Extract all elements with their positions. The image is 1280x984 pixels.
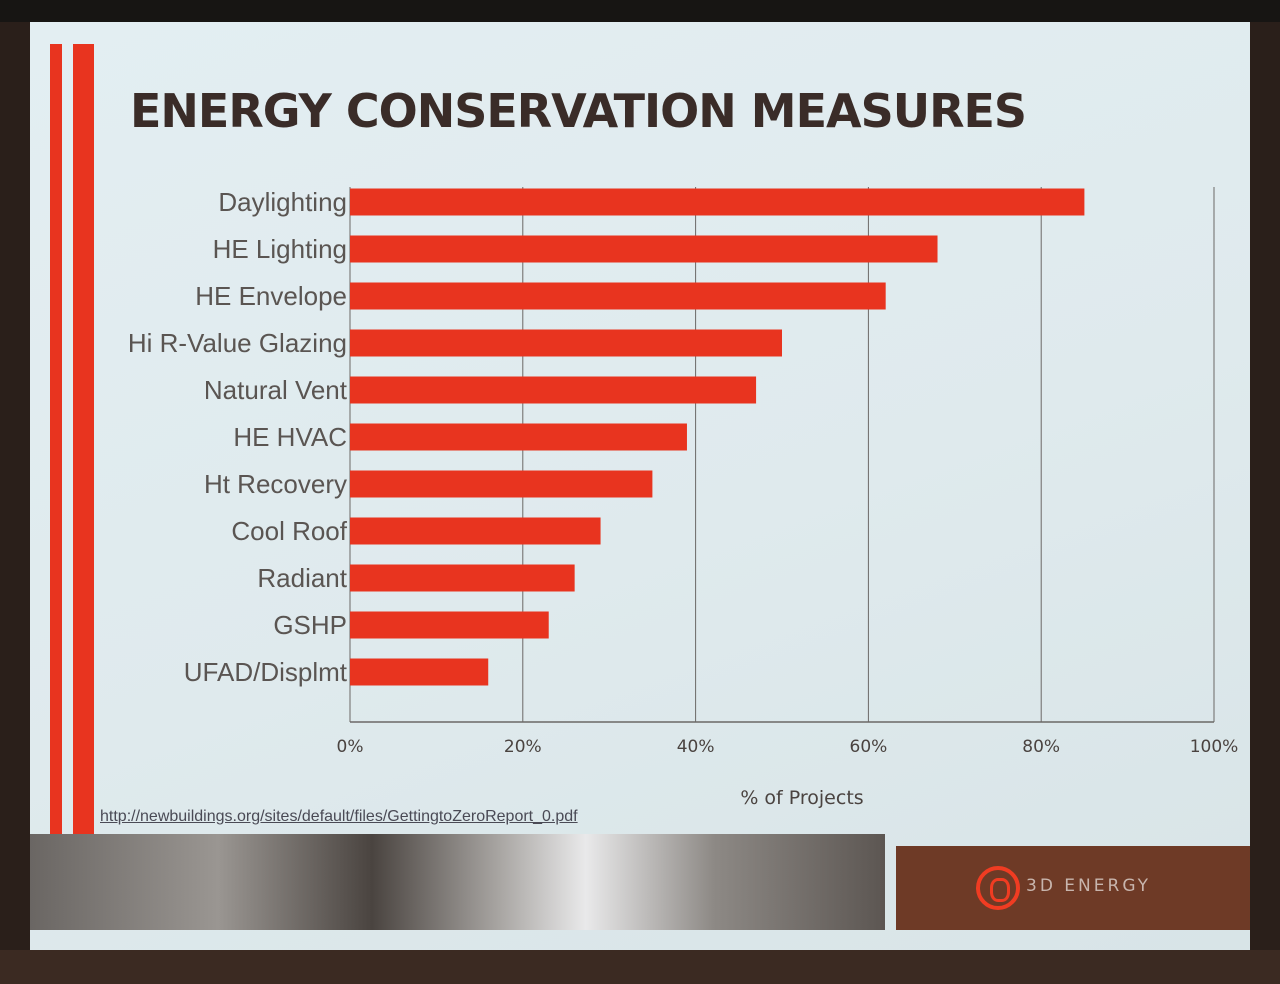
x-tick-label: 40% (677, 737, 715, 757)
category-label: Daylighting (218, 187, 347, 217)
bar (350, 564, 575, 592)
x-tick-label: 20% (504, 737, 542, 757)
x-tick-label: 100% (1190, 737, 1239, 757)
source-link[interactable]: http://newbuildings.org/sites/default/fi… (100, 808, 578, 825)
bar (350, 658, 489, 686)
bar (350, 282, 886, 310)
screen-top-band (0, 0, 1280, 22)
category-label: HE Envelope (195, 281, 347, 311)
screen-bottom-band (0, 950, 1280, 984)
red-stripe-right (73, 44, 94, 864)
bar (350, 329, 782, 357)
bar-chart: 0% 20% 40% 60% 80% 100% Daylighting HE Lighting… (128, 187, 1239, 809)
logo-text: 3D ENERGY (1026, 876, 1152, 896)
category-label: UFAD/Displmt (184, 657, 348, 687)
x-tick-label: 0% (337, 737, 364, 757)
category-label: Radiant (257, 563, 347, 593)
bar (350, 611, 549, 639)
category-label: GSHP (273, 610, 347, 640)
category-label: HE HVAC (233, 422, 347, 452)
category-label: Natural Vent (204, 375, 348, 405)
slide-title: ENERGY CONSERVATION MEASURES (130, 84, 1027, 138)
bar (350, 423, 687, 451)
logo-panel: 3D ENERGY (896, 846, 1250, 930)
category-label: Hi R-Value Glazing (128, 328, 347, 358)
bar (350, 235, 938, 263)
category-label: Ht Recovery (204, 469, 347, 499)
architecture-photo-strip (30, 834, 885, 930)
red-stripe-left (50, 44, 62, 864)
bar (350, 470, 653, 498)
x-tick-label: 80% (1022, 737, 1060, 757)
bar (350, 188, 1085, 216)
bar (350, 517, 601, 545)
presentation-slide: ENERGY CONSERVATION MEASURES 0% 20% 40% 60%… (30, 22, 1250, 950)
category-label: Cool Roof (231, 516, 347, 546)
x-axis-title: % of Projects (740, 787, 863, 809)
3d-energy-logo-icon (976, 866, 1020, 910)
x-tick-label: 60% (850, 737, 888, 757)
category-label: HE Lighting (213, 234, 347, 264)
bar (350, 376, 757, 404)
